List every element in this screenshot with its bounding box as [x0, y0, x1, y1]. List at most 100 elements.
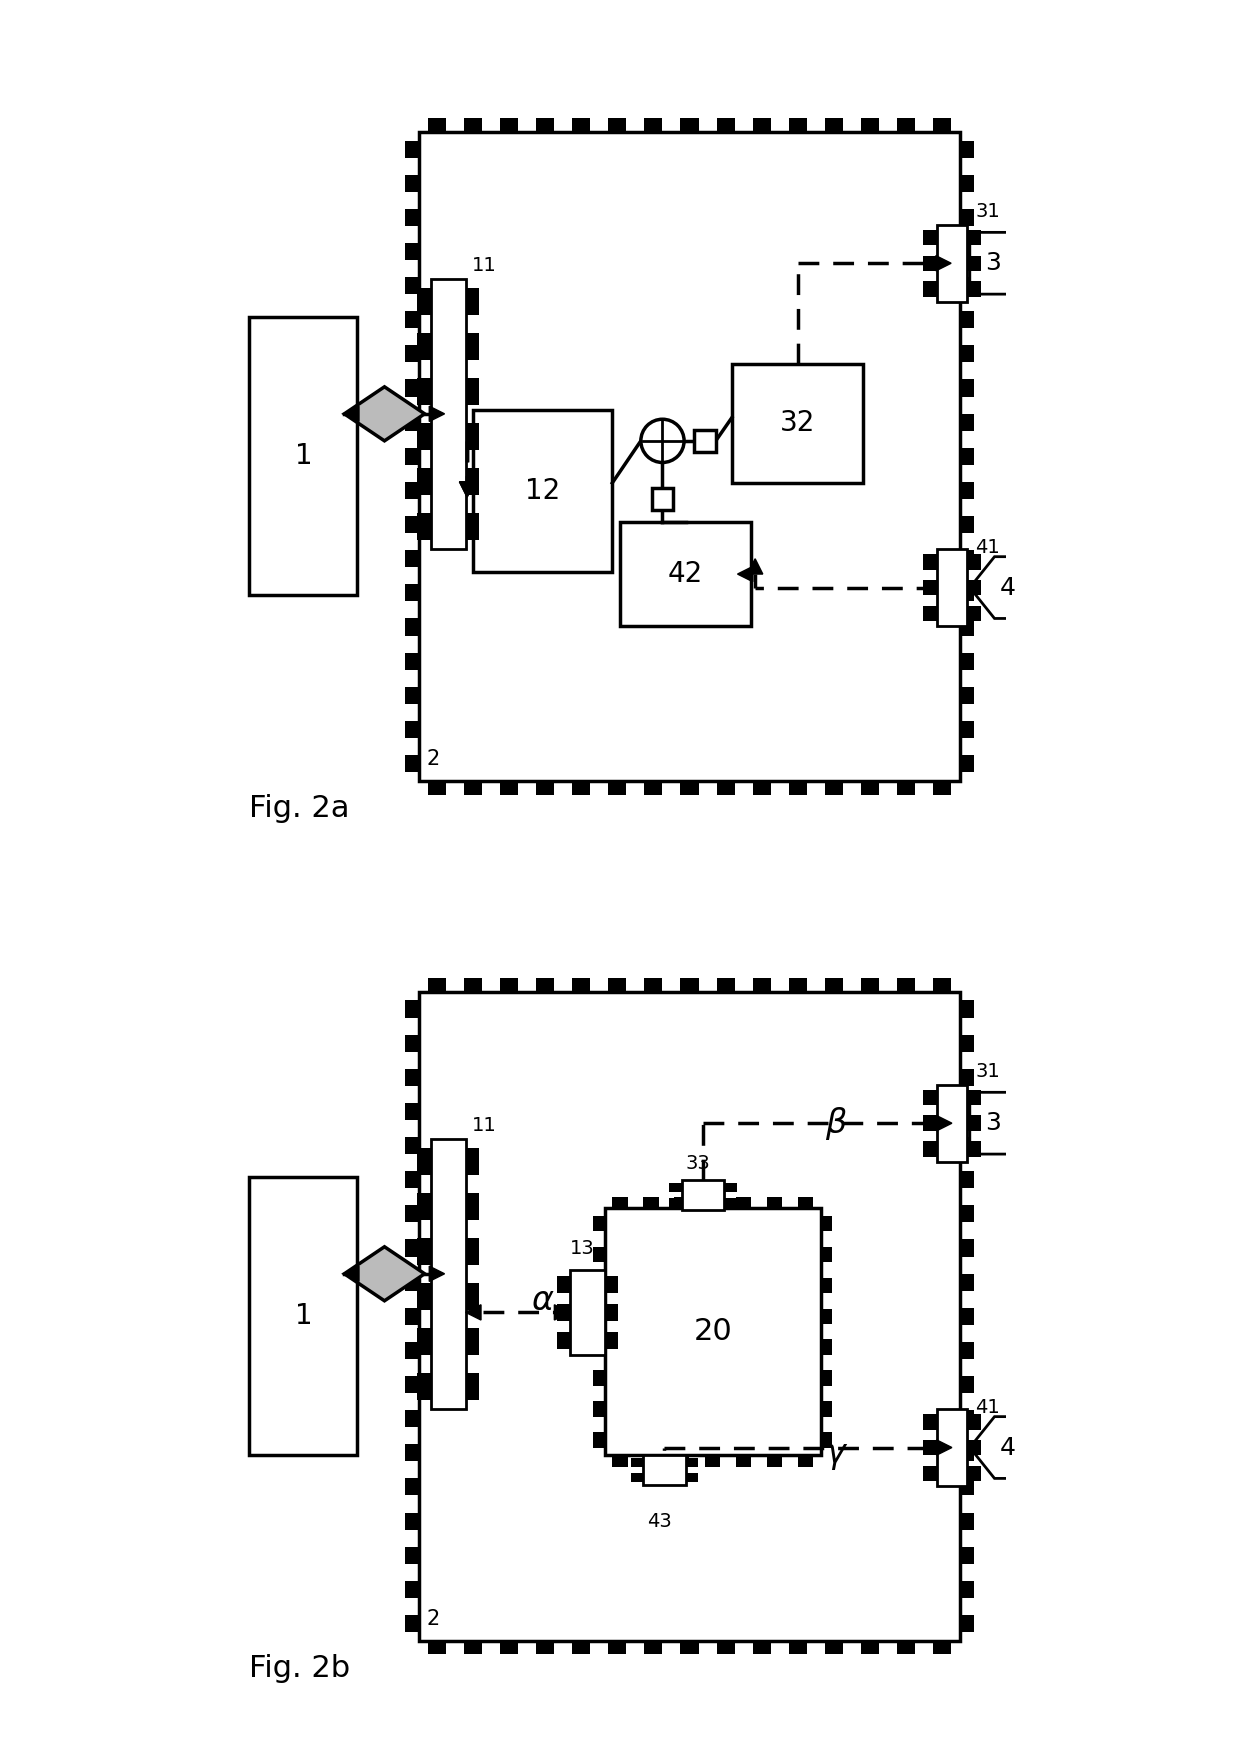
Bar: [500, 781, 518, 795]
Bar: [960, 1513, 973, 1530]
Bar: [558, 1304, 570, 1322]
Bar: [960, 1343, 973, 1358]
Bar: [766, 1455, 782, 1467]
Bar: [923, 555, 936, 570]
Bar: [724, 1183, 737, 1192]
Text: 2: 2: [427, 1609, 440, 1629]
Text: 31: 31: [975, 1062, 999, 1081]
Text: 2: 2: [427, 749, 440, 769]
Bar: [923, 1116, 936, 1130]
Polygon shape: [970, 1416, 1032, 1478]
Bar: [417, 1283, 430, 1309]
Polygon shape: [345, 386, 424, 441]
Text: Fig. 2a: Fig. 2a: [249, 793, 350, 823]
Bar: [465, 333, 480, 360]
Bar: [825, 978, 843, 992]
Bar: [405, 721, 419, 737]
Bar: [932, 978, 951, 992]
Bar: [620, 521, 751, 627]
Bar: [960, 618, 973, 635]
Bar: [558, 1276, 570, 1293]
Bar: [645, 781, 662, 795]
Bar: [960, 1546, 973, 1564]
Text: 4: 4: [1001, 1436, 1016, 1460]
Bar: [717, 781, 734, 795]
Bar: [405, 483, 419, 498]
Polygon shape: [936, 256, 951, 270]
Bar: [825, 118, 843, 132]
Bar: [967, 1090, 981, 1106]
Bar: [960, 1035, 973, 1051]
Bar: [249, 318, 357, 595]
Bar: [821, 1432, 832, 1448]
Bar: [405, 346, 419, 363]
Bar: [967, 1415, 981, 1430]
Bar: [405, 1444, 419, 1462]
Bar: [537, 1641, 554, 1655]
Bar: [936, 549, 967, 627]
Bar: [706, 1197, 720, 1207]
Bar: [417, 1329, 430, 1355]
Bar: [405, 1376, 419, 1393]
Bar: [967, 1465, 981, 1481]
Bar: [821, 1216, 832, 1232]
Text: 12: 12: [526, 477, 560, 505]
Bar: [417, 377, 430, 405]
Bar: [428, 118, 446, 132]
Bar: [405, 1513, 419, 1530]
Bar: [789, 1641, 806, 1655]
Bar: [652, 488, 673, 509]
Bar: [593, 1400, 605, 1416]
Bar: [960, 1171, 973, 1188]
Bar: [789, 781, 806, 795]
Polygon shape: [970, 232, 1032, 295]
Bar: [797, 1197, 813, 1207]
Bar: [609, 781, 626, 795]
Bar: [821, 1246, 832, 1262]
Bar: [570, 1271, 605, 1355]
Bar: [861, 1641, 879, 1655]
Bar: [825, 1641, 843, 1655]
Bar: [644, 1455, 686, 1485]
Bar: [960, 176, 973, 191]
Bar: [967, 555, 981, 570]
Text: 11: 11: [471, 1116, 496, 1135]
Bar: [821, 1339, 832, 1355]
Bar: [465, 377, 480, 405]
Bar: [644, 1455, 658, 1467]
Bar: [960, 277, 973, 295]
Bar: [960, 1444, 973, 1462]
Bar: [682, 1181, 724, 1209]
Bar: [405, 1206, 419, 1223]
Bar: [605, 1332, 618, 1350]
Bar: [967, 1141, 981, 1157]
Bar: [821, 1278, 832, 1293]
Bar: [681, 118, 698, 132]
Bar: [960, 721, 973, 737]
Bar: [766, 1197, 782, 1207]
Polygon shape: [343, 405, 360, 421]
Bar: [681, 978, 698, 992]
Bar: [732, 363, 863, 483]
Bar: [923, 605, 936, 621]
Bar: [897, 118, 915, 132]
Bar: [465, 1148, 480, 1174]
Bar: [789, 978, 806, 992]
Text: 11: 11: [471, 256, 496, 276]
Bar: [861, 781, 879, 795]
Bar: [967, 1116, 981, 1130]
Bar: [558, 1332, 570, 1350]
Bar: [923, 230, 936, 246]
Bar: [465, 1283, 480, 1309]
Polygon shape: [345, 1246, 424, 1300]
Bar: [417, 1193, 430, 1220]
Bar: [821, 1309, 832, 1323]
Bar: [417, 1148, 430, 1174]
Text: 33: 33: [686, 1153, 711, 1172]
Bar: [405, 140, 419, 158]
Text: $\beta$: $\beta$: [825, 1104, 847, 1143]
Bar: [724, 1199, 737, 1207]
Polygon shape: [460, 483, 475, 497]
Bar: [670, 1183, 682, 1192]
Bar: [681, 1641, 698, 1655]
